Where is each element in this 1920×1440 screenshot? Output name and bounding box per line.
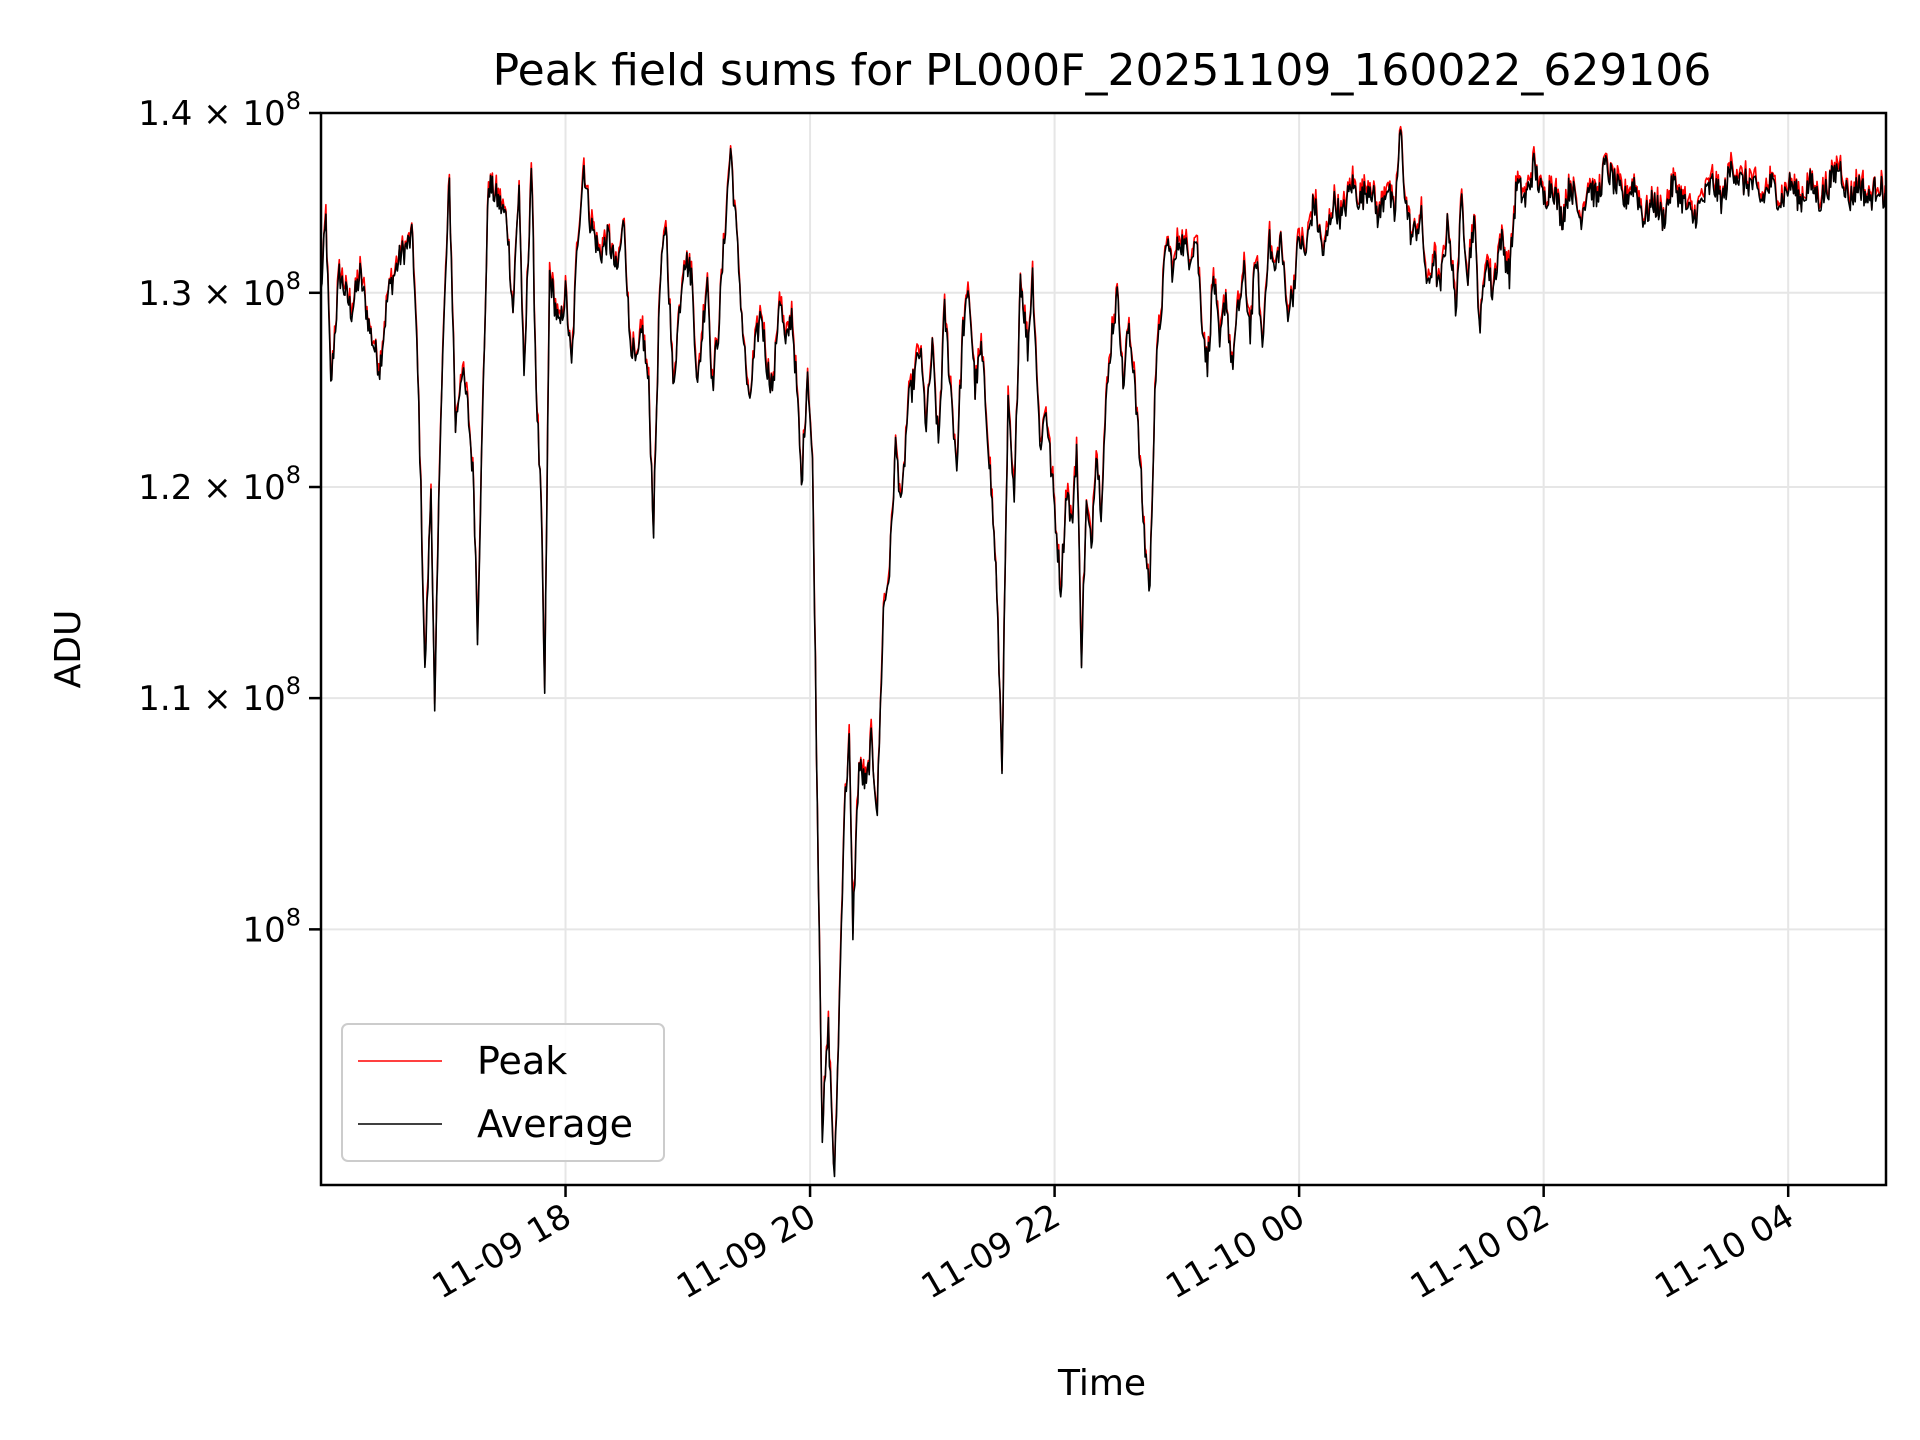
y-tick-label: 108 xyxy=(242,903,301,950)
y-tick-label: 1.3 × 108 xyxy=(138,267,301,314)
legend-box xyxy=(341,1023,665,1162)
y-tick-label: 1.1 × 108 xyxy=(138,672,301,719)
x-axis-label: Time xyxy=(1057,1363,1146,1404)
y-tick-label: 1.4 × 108 xyxy=(138,87,301,134)
y-axis-label: ADU xyxy=(48,610,89,689)
series-line-average xyxy=(320,129,1887,1178)
y-axis: 108 1.1 × 108 1.2 × 108 1.3 × 108 1.4 × 108 xyxy=(138,87,321,950)
chart-title: Peak field sums for PL000F_20251109_1600… xyxy=(493,45,1712,96)
y-tick-label: 1.2 × 108 xyxy=(138,461,301,508)
legend-label-peak: Peak xyxy=(477,1039,567,1083)
plot-frame xyxy=(319,111,1888,1187)
legend: Peak Average xyxy=(341,1023,665,1162)
legend-label-average: Average xyxy=(477,1102,633,1146)
series-layer xyxy=(320,125,1887,1178)
